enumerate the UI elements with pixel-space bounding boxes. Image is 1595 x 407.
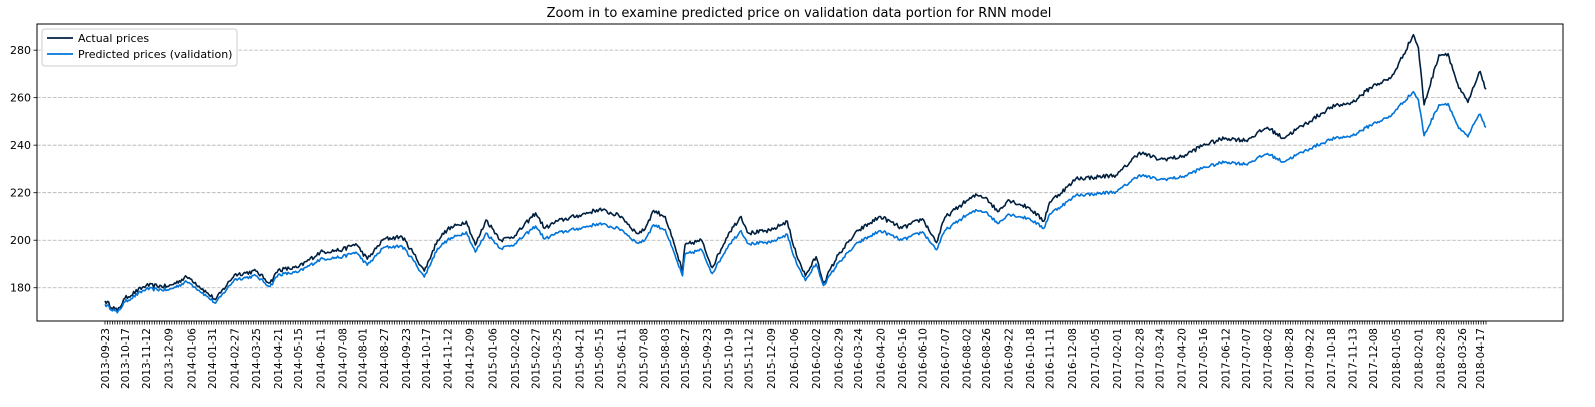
x-axis: 2013-09-23 2013-10-17 2013-11-12 2013-12-09… <box>100 321 1487 389</box>
x-tick-label: 2016-12-08 <box>1067 328 1079 389</box>
x-tick-label: 2017-08-02 <box>1262 328 1274 389</box>
x-tick-label: 2013-09-23 <box>100 328 112 389</box>
x-tick-label: 2016-03-24 <box>853 328 865 389</box>
x-tick-label: 2018-03-26 <box>1457 328 1469 389</box>
y-axis: 180 200 220 240 260 280 <box>10 44 37 295</box>
x-tick-label: 2014-05-15 <box>293 328 305 389</box>
x-tick-label: 2013-12-09 <box>164 328 176 389</box>
x-tick-label: 2014-12-09 <box>465 328 477 389</box>
x-tick-label: 2016-01-06 <box>789 328 801 389</box>
x-tick-label: 2014-09-23 <box>401 328 413 389</box>
x-tick-label: 2016-04-20 <box>875 328 887 389</box>
x-tick-label: 2015-10-19 <box>724 328 736 389</box>
x-tick-label: 2018-02-28 <box>1436 328 1448 389</box>
x-tick-label: 2013-10-17 <box>120 328 132 389</box>
x-tick-label: 2017-02-28 <box>1135 328 1147 389</box>
series-line-0 <box>104 33 1487 312</box>
x-tick-label: 2014-08-27 <box>379 328 391 389</box>
grid <box>37 49 1563 289</box>
x-tick-label: 2016-07-07 <box>940 328 952 389</box>
x-tick-label: 2017-03-24 <box>1154 328 1166 389</box>
series-line-1 <box>104 90 1487 314</box>
x-tick-label: 2017-09-22 <box>1304 328 1316 389</box>
x-tick-label: 2014-10-17 <box>421 328 433 389</box>
x-tick-label: 2015-08-03 <box>660 328 672 389</box>
x-tick-label: 2015-11-12 <box>743 328 755 389</box>
x-tick-label: 2016-10-18 <box>1025 328 1037 389</box>
x-tick-label: 2016-05-16 <box>897 328 909 389</box>
x-tick-label: 2015-09-23 <box>702 328 714 389</box>
x-tick-label: 2015-06-11 <box>616 328 628 389</box>
x-tick-label: 2017-02-01 <box>1112 328 1124 389</box>
x-tick-label: 2015-12-09 <box>766 328 778 389</box>
x-tick-label: 2014-01-06 <box>187 328 199 389</box>
legend-box <box>41 28 238 67</box>
legend-label-1: Predicted prices (validation) <box>78 48 232 61</box>
x-tick-label: 2016-06-10 <box>918 328 930 389</box>
x-tick-label: 2017-07-07 <box>1241 328 1253 389</box>
x-tick-label: 2017-05-16 <box>1198 328 1210 389</box>
plot-frame <box>36 23 1564 322</box>
x-tick-label: 2015-05-15 <box>594 328 606 389</box>
legend-label-0: Actual prices <box>78 32 149 45</box>
x-tick-label: 2018-01-05 <box>1391 328 1403 389</box>
x-tick-label: 2017-04-20 <box>1177 328 1189 389</box>
x-tick-label: 2015-02-27 <box>531 328 543 389</box>
x-tick-label: 2014-07-08 <box>338 328 350 389</box>
x-tick-label: 2016-02-02 <box>811 328 823 389</box>
x-tick-label: 2015-03-25 <box>552 328 564 389</box>
plot-lines <box>104 33 1487 314</box>
x-tick-label: 2014-04-21 <box>273 328 285 389</box>
x-tick-label: 2017-12-08 <box>1368 328 1380 389</box>
x-tick-label: 2016-11-11 <box>1045 328 1057 389</box>
x-tick-label: 2016-08-26 <box>981 328 993 389</box>
legend: Actual prices Predicted prices (validatio… <box>41 28 238 67</box>
chart-title: Zoom in to examine predicted price on va… <box>547 6 1052 21</box>
x-tick-label: 2014-08-01 <box>357 328 369 389</box>
x-tick-label: 2014-01-31 <box>207 328 219 389</box>
x-tick-label: 2017-06-12 <box>1220 328 1232 389</box>
y-tick-label: 220 <box>10 187 31 200</box>
x-tick-label: 2017-10-18 <box>1326 328 1338 389</box>
x-tick-label: 2015-01-06 <box>488 328 500 389</box>
y-tick-label: 240 <box>10 139 31 152</box>
x-tick-label: 2016-02-29 <box>833 328 845 389</box>
x-tick-label: 2017-01-05 <box>1090 328 1102 389</box>
y-tick-label: 180 <box>10 282 31 295</box>
x-tick-label: 2016-08-02 <box>961 328 973 389</box>
y-tick-label: 280 <box>10 44 31 57</box>
x-tick-label: 2015-07-08 <box>639 328 651 389</box>
x-tick-label: 2017-11-13 <box>1347 328 1359 389</box>
y-tick-label: 200 <box>10 234 31 247</box>
x-tick-label: 2015-04-21 <box>574 328 586 389</box>
x-tick-label: 2013-11-12 <box>141 328 153 389</box>
x-tick-label: 2016-09-22 <box>1003 328 1015 389</box>
x-tick-label: 2017-08-28 <box>1284 328 1296 389</box>
x-tick-label: 2015-02-02 <box>510 328 522 389</box>
x-tick-label: 2014-02-27 <box>230 328 242 389</box>
x-tick-label: 2018-02-01 <box>1413 328 1425 389</box>
y-tick-label: 260 <box>10 92 31 105</box>
x-tick-label: 2018-04-17 <box>1475 328 1487 389</box>
x-tick-label: 2014-06-11 <box>315 328 327 389</box>
x-tick-label: 2014-11-12 <box>442 328 454 389</box>
x-tick-label: 2014-03-25 <box>251 328 263 389</box>
x-tick-label: 2015-08-27 <box>680 328 692 389</box>
